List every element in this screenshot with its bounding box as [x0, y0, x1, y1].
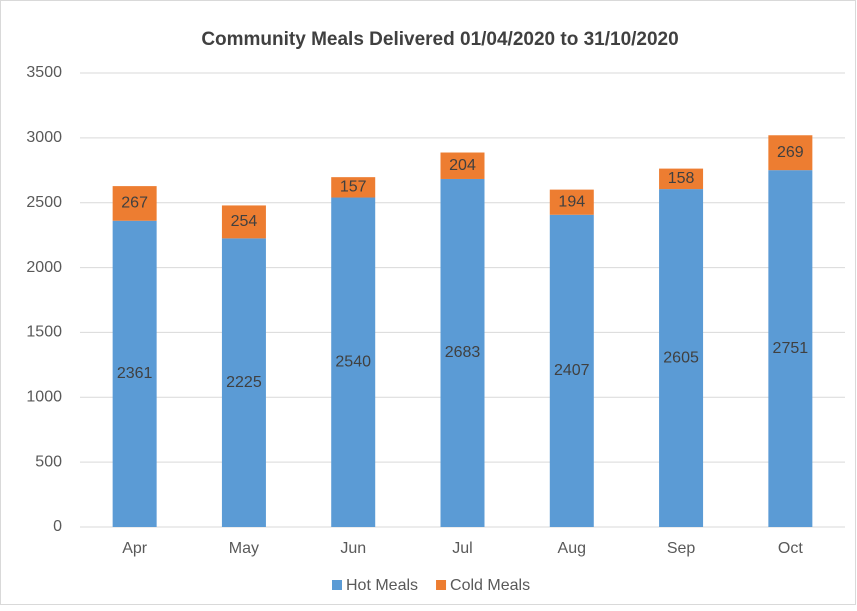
bar-segment — [659, 189, 704, 527]
x-tick-label: Jun — [340, 540, 366, 557]
chart-title: Community Meals Delivered 01/04/2020 to … — [201, 29, 678, 50]
data-label: 157 — [340, 179, 367, 196]
bar-segment — [440, 178, 485, 528]
bar-segment — [440, 152, 485, 179]
x-tick-label: Aug — [558, 540, 586, 557]
data-label: 254 — [231, 213, 258, 230]
bar-segment — [112, 186, 157, 221]
bar-segment — [221, 238, 266, 527]
y-tick-label: 3000 — [26, 129, 62, 146]
bar-segment — [549, 189, 594, 215]
y-tick-label: 3500 — [26, 64, 62, 81]
bar-segment — [768, 135, 813, 171]
y-tick-label: 0 — [53, 518, 62, 535]
data-label: 269 — [777, 144, 804, 161]
bar-segment — [659, 168, 704, 190]
data-label: 267 — [121, 195, 148, 212]
data-label: 2225 — [226, 374, 262, 391]
y-tick-label: 1000 — [26, 389, 62, 406]
x-tick-label: Apr — [122, 540, 148, 557]
legend-label: Cold Meals — [450, 577, 530, 594]
bar-segment — [549, 214, 594, 527]
legend-swatch — [436, 580, 447, 590]
legend-swatch — [332, 580, 342, 590]
data-label: 2540 — [335, 353, 371, 370]
y-tick-label: 500 — [35, 453, 62, 470]
bar-segment — [331, 177, 376, 198]
data-label: 2361 — [117, 365, 153, 382]
x-tick-label: Oct — [778, 540, 803, 557]
y-tick-label: 2500 — [26, 194, 62, 211]
bar-segment — [331, 197, 376, 528]
x-tick-label: Jul — [452, 540, 472, 557]
data-label: 2407 — [554, 362, 590, 379]
bar-segment — [768, 170, 813, 527]
data-label: 204 — [449, 157, 476, 174]
data-label: 2605 — [663, 349, 699, 366]
legend-label: Hot Meals — [346, 577, 418, 594]
y-tick-label: 2000 — [26, 259, 62, 276]
data-label: 2683 — [445, 344, 481, 361]
x-tick-label: May — [229, 540, 259, 557]
data-label: 158 — [668, 170, 695, 187]
data-label: 194 — [558, 193, 585, 210]
bar-segment — [112, 220, 157, 527]
y-tick-label: 1500 — [26, 324, 62, 341]
data-label: 2751 — [773, 340, 809, 357]
x-tick-label: Sep — [667, 540, 696, 557]
bar-segment — [221, 205, 266, 239]
